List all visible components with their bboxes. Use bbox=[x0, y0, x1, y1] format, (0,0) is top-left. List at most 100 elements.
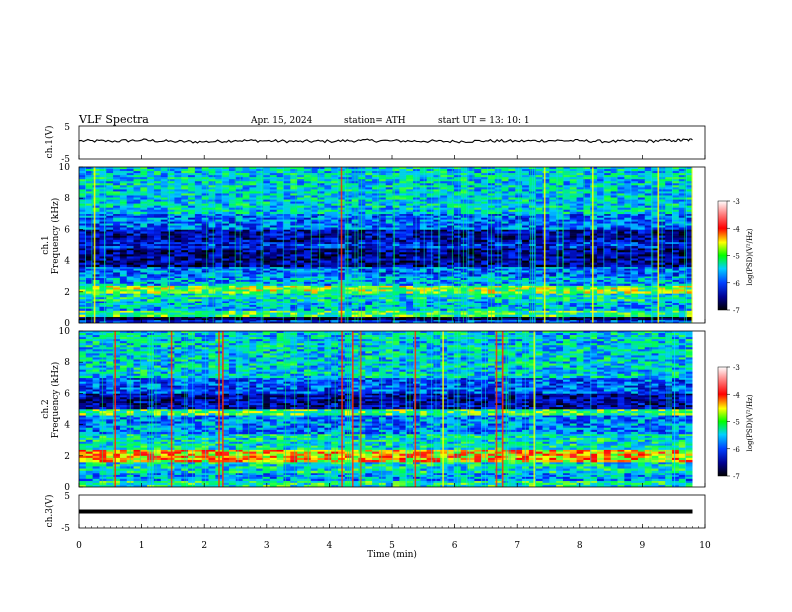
spectrogram-cell bbox=[201, 250, 209, 253]
spectrogram-cell bbox=[672, 285, 680, 288]
spectrogram-cell bbox=[583, 318, 591, 321]
spectrogram-cell bbox=[99, 316, 107, 319]
spectrogram-cell bbox=[419, 233, 428, 236]
spectrogram-cell bbox=[569, 312, 577, 315]
spectrogram-cell bbox=[92, 217, 100, 220]
spectrogram-cell bbox=[85, 254, 94, 257]
spectrogram-cell bbox=[460, 264, 468, 268]
spectrogram-cell bbox=[174, 260, 182, 263]
spectrogram-cell bbox=[188, 301, 196, 304]
spectrogram-cell bbox=[590, 239, 598, 243]
spectrogram-cell bbox=[276, 314, 284, 318]
spectrogram-cell bbox=[426, 297, 434, 300]
spectrogram-cell bbox=[228, 297, 237, 300]
spectrogram-cell bbox=[447, 252, 455, 255]
spectrogram-cell bbox=[549, 213, 557, 217]
spectrogram-cell bbox=[399, 297, 407, 300]
spectrogram-cell bbox=[290, 303, 298, 306]
spectrogram-cell bbox=[460, 289, 468, 292]
spectrogram-cell bbox=[590, 304, 598, 308]
spectrogram-cell bbox=[147, 274, 155, 277]
spectrogram-cell bbox=[522, 319, 530, 322]
spectrogram-cell bbox=[119, 266, 128, 270]
spectrogram-cell bbox=[133, 291, 141, 294]
spectrogram-cell bbox=[467, 225, 475, 228]
spectrogram-cell bbox=[617, 250, 625, 253]
spectrogram-cell bbox=[501, 310, 509, 313]
spectrogram-cell bbox=[283, 213, 291, 217]
spectrogram-cell bbox=[310, 225, 318, 228]
spectrogram-cell bbox=[522, 312, 530, 315]
spectrogram-cell bbox=[399, 260, 407, 263]
spectrogram-cell bbox=[644, 262, 652, 266]
spectrogram-cell bbox=[501, 297, 509, 300]
spectrogram-cell bbox=[290, 293, 298, 296]
spectrogram-cell bbox=[256, 250, 264, 253]
spectrogram-cell bbox=[317, 293, 325, 296]
spectrogram-cell bbox=[419, 268, 428, 271]
spectrogram-cell bbox=[106, 252, 114, 255]
spectrogram-cell bbox=[113, 268, 121, 271]
spectrogram-cell bbox=[597, 268, 605, 271]
spectrogram-cell bbox=[249, 241, 257, 245]
spectrogram-cell bbox=[283, 306, 291, 309]
spectrogram-cell bbox=[126, 227, 134, 230]
start-time-label: start UT = 13: 10: 1 bbox=[438, 116, 530, 126]
spectrogram-cell bbox=[481, 252, 489, 255]
spectrogram-cell bbox=[256, 308, 264, 311]
spectrogram-cell bbox=[508, 246, 516, 249]
spectrogram-cell bbox=[324, 310, 332, 313]
spectrogram-cell bbox=[617, 299, 625, 302]
spectrogram-cell bbox=[583, 252, 591, 255]
spectrogram-cell bbox=[501, 287, 509, 290]
spectrogram-cell bbox=[378, 316, 387, 319]
spectrogram-cell bbox=[385, 268, 393, 271]
spectrogram-cell bbox=[324, 299, 332, 302]
spectrogram-cell bbox=[92, 293, 100, 296]
spectrogram-cell bbox=[283, 268, 291, 271]
spectrogram-cell bbox=[365, 221, 373, 224]
spectrogram-cell bbox=[181, 285, 189, 288]
spectrogram-cell bbox=[79, 239, 87, 243]
spectrogram-cell bbox=[174, 248, 182, 251]
spectrogram-cell bbox=[140, 215, 148, 218]
spectrogram-cell bbox=[256, 246, 264, 249]
spectrogram-cell bbox=[562, 278, 571, 281]
spectrogram-cell bbox=[556, 237, 564, 241]
spectrogram-cell bbox=[160, 235, 169, 239]
spectrogram-cell bbox=[651, 272, 659, 275]
spectrogram-cell bbox=[235, 278, 243, 281]
spectrogram-cell bbox=[378, 318, 387, 321]
spectrogram-cell bbox=[672, 283, 680, 286]
spectrogram-cell bbox=[583, 250, 591, 253]
spectrogram-cell bbox=[549, 250, 557, 253]
spectrogram-cell bbox=[147, 246, 155, 249]
spectrogram-cell bbox=[542, 237, 550, 241]
spectrogram-cell bbox=[597, 235, 605, 239]
spectrogram-cell bbox=[556, 314, 564, 318]
spectrogram-cell bbox=[474, 221, 482, 224]
spectrogram-cell bbox=[508, 297, 516, 300]
spectrogram-cell bbox=[119, 308, 128, 311]
spectrogram-cell bbox=[194, 235, 203, 239]
spectrogram-cell bbox=[249, 274, 257, 277]
spectrogram-cell bbox=[242, 316, 250, 319]
spectrogram-cell bbox=[283, 301, 291, 304]
spectrogram-cell bbox=[297, 270, 305, 273]
spectrogram-cell bbox=[290, 256, 298, 259]
spectrogram-cell bbox=[474, 266, 482, 270]
spectrogram-cell bbox=[542, 223, 550, 226]
spectrogram-cell bbox=[665, 310, 673, 313]
spectrogram-cell bbox=[283, 308, 291, 311]
spectrogram-cell bbox=[92, 299, 100, 302]
spectrogram-cell bbox=[562, 301, 571, 304]
spectrogram-cell bbox=[562, 283, 571, 286]
spectrogram-cell bbox=[406, 213, 414, 217]
spectrogram-cell bbox=[242, 293, 250, 296]
spectrogram-cell bbox=[208, 318, 216, 321]
spectrogram-cell bbox=[358, 233, 366, 236]
spectrogram-cell bbox=[113, 235, 121, 239]
spectrogram-cell bbox=[631, 321, 639, 323]
spectrogram-cell bbox=[378, 233, 387, 236]
spectrogram-cell bbox=[672, 260, 680, 263]
